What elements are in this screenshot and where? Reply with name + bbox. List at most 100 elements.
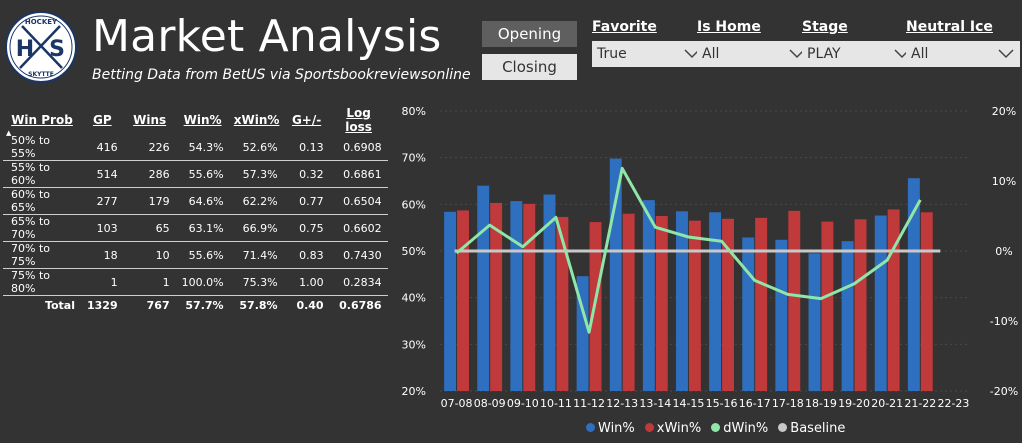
win-bar	[676, 211, 688, 391]
table-cell: 60% to 65%	[3, 187, 81, 215]
table-cell: 75% to 80%	[3, 268, 81, 296]
win-bar	[477, 185, 490, 391]
table-cell: 18	[81, 241, 124, 269]
table-row: 65% to 70% 103 65 63.1% 66.9% 0.75 0.660…	[3, 214, 388, 242]
table-cell: 0.6786	[339, 298, 382, 312]
chevron-down-icon	[789, 49, 805, 59]
page-title: Market Analysis	[92, 11, 442, 62]
table-cell: 103	[81, 214, 124, 242]
favorite-dropdown-value: True	[597, 46, 627, 62]
table-cell: 0.2834	[329, 268, 388, 296]
col-header-win-pct[interactable]: Win%	[183, 113, 222, 127]
stage-slicer: Stage PLAY	[802, 19, 916, 67]
table-header-row: Win Prob ▲ GP Wins Win% xWin% G+/- Log lo…	[3, 106, 388, 137]
win-rate-chart: 80% 70% 60% 50% 40% 30% 20% 20% 10% 0% -10% -20% 07-…	[402, 105, 1019, 410]
table-cell: 0.83	[283, 241, 330, 269]
y-left-tick-label: 70%	[402, 152, 426, 165]
col-header-log-loss[interactable]: Log loss	[345, 106, 372, 134]
x-tick-label: 15-16	[706, 397, 738, 410]
closing-button[interactable]: Closing	[482, 54, 577, 80]
opening-button[interactable]: Opening	[482, 21, 577, 47]
col-header-goal-diff[interactable]: G+/-	[291, 113, 322, 127]
favorite-dropdown[interactable]: True	[592, 41, 706, 67]
table-cell: 1	[123, 268, 176, 296]
table-cell: 0.6504	[329, 187, 388, 215]
table-cell: 75.3%	[229, 268, 284, 296]
stage-dropdown-value: PLAY	[807, 46, 841, 62]
legend-item-dwin[interactable]: dWin%	[711, 421, 768, 436]
y-right-tick-label: 10%	[992, 175, 1016, 188]
xwin-bar	[556, 216, 569, 391]
neutral-ice-dropdown-value: All	[911, 46, 929, 62]
col-header-gp[interactable]: GP	[92, 113, 112, 127]
x-tick-label: 17-18	[772, 397, 804, 410]
is-home-dropdown-value: All	[702, 46, 720, 62]
svg-text:S: S	[49, 37, 65, 62]
favorite-slicer-label: Favorite	[592, 19, 657, 35]
y-left-tick-label: 50%	[402, 245, 426, 258]
xwin-bar	[523, 203, 536, 391]
neutral-ice-slicer-label: Neutral Ice	[906, 19, 993, 35]
table-row: 75% to 80% 1 1 100.0% 75.3% 1.00 0.2834	[3, 268, 388, 296]
win-bar	[642, 200, 655, 391]
table-cell: 54.3%	[175, 134, 230, 161]
x-tick-label: 19-20	[838, 397, 870, 410]
sort-ascending-icon: ▲	[6, 129, 12, 137]
legend-item-win[interactable]: Win%	[586, 421, 635, 436]
win-bar	[576, 276, 589, 391]
chevron-down-icon	[998, 49, 1014, 59]
svg-text:H: H	[16, 37, 34, 62]
y-left-tick-label: 80%	[402, 105, 426, 118]
table-cell: 0.77	[283, 187, 330, 215]
col-header-win-prob[interactable]: Win Prob ▲	[6, 113, 73, 137]
stage-dropdown[interactable]: PLAY	[802, 41, 916, 67]
table-cell: 65% to 70%	[3, 214, 81, 242]
legend-item-xwin[interactable]: xWin%	[644, 421, 701, 436]
table-cell: 55% to 60%	[3, 160, 81, 188]
table-cell: 0.6602	[329, 214, 388, 242]
x-tick-label: 12-13	[606, 397, 638, 410]
y-left-tick-label: 20%	[402, 385, 426, 398]
table-cell: 100.0%	[175, 268, 230, 296]
neutral-ice-dropdown[interactable]: All	[906, 41, 1020, 67]
table-cell: 277	[81, 187, 124, 215]
neutral-ice-slicer: Neutral Ice All	[906, 19, 1020, 67]
table-cell: 57.7%	[185, 298, 224, 312]
table-cell: 286	[123, 160, 176, 188]
table-cell: 0.75	[283, 214, 330, 242]
x-tick-label: 13-14	[639, 397, 671, 410]
chevron-down-icon	[684, 49, 700, 59]
table-row: 50% to 55% 416 226 54.3% 52.6% 0.13 0.69…	[3, 134, 388, 161]
x-tick-label: 09-10	[507, 397, 539, 410]
table-cell: 0.7430	[329, 241, 388, 269]
is-home-slicer: Is Home All	[697, 19, 811, 67]
table-cell: 0.40	[296, 298, 324, 312]
legend-item-baseline[interactable]: Baseline	[778, 421, 845, 436]
x-tick-label: 11-12	[573, 397, 605, 410]
table-cell: 0.6908	[329, 134, 388, 161]
svg-text:SKYTTE: SKYTTE	[28, 71, 54, 78]
xwin-bar	[457, 210, 469, 391]
table-cell: 1.00	[283, 268, 330, 296]
table-cell: 179	[123, 187, 176, 215]
y-right-tick-label: -20%	[990, 385, 1018, 398]
table-cell: 416	[81, 134, 124, 161]
win-bar	[543, 194, 556, 391]
win-prob-table: Win Prob ▲ GP Wins Win% xWin% G+/- Log lo…	[3, 106, 388, 314]
y-left-tick-label: 40%	[402, 292, 426, 305]
table-cell: 514	[81, 160, 124, 188]
x-tick-label: 18-19	[805, 397, 837, 410]
table-cell: 0.13	[283, 134, 330, 161]
y-right-tick-label: 20%	[992, 105, 1016, 118]
table-cell: 66.9%	[229, 214, 284, 242]
table-cell: 1329	[87, 298, 118, 312]
col-header-xwin-pct[interactable]: xWin%	[233, 113, 280, 127]
table-cell: 55.6%	[175, 160, 230, 188]
xwin-bar	[688, 220, 701, 391]
x-tick-label: 10-11	[540, 397, 572, 410]
x-tick-label: 07-08	[441, 397, 473, 410]
is-home-slicer-label: Is Home	[697, 19, 761, 35]
is-home-dropdown[interactable]: All	[697, 41, 811, 67]
table-cell: 0.6861	[329, 160, 388, 188]
col-header-wins[interactable]: Wins	[133, 113, 167, 127]
